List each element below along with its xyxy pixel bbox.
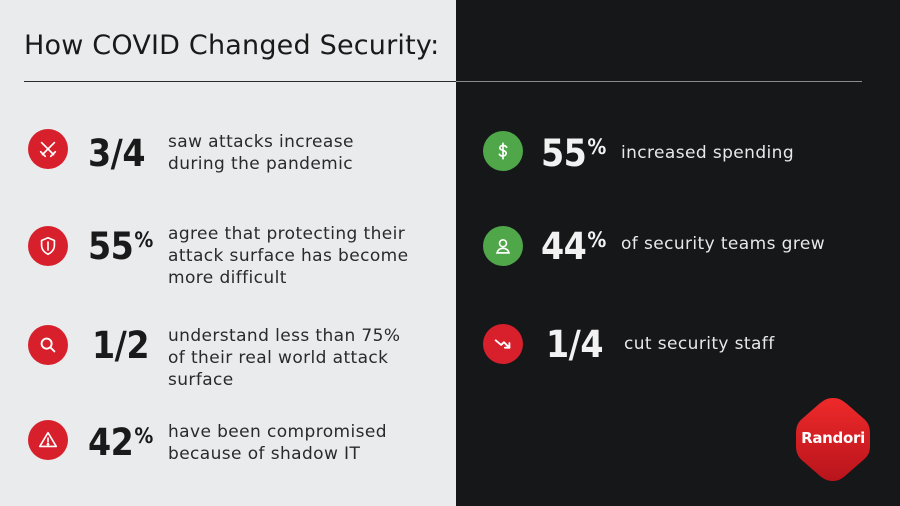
stat-value: 3/4 xyxy=(88,132,145,175)
stat-value: 44% xyxy=(541,225,606,268)
stat-description: agree that protecting their attack surfac… xyxy=(168,224,409,288)
stat-description: saw attacks increase during the pandemic xyxy=(168,132,354,174)
trend-down-icon xyxy=(483,324,523,364)
stat-description: increased spending xyxy=(621,143,795,163)
shield-icon xyxy=(28,226,68,266)
title-divider-right xyxy=(456,81,862,82)
left-panel xyxy=(0,0,456,506)
stat-value: 55% xyxy=(541,132,606,175)
page-title: How COVID Changed Security: xyxy=(24,30,440,61)
title-divider xyxy=(24,81,456,82)
stat-description: have been compromised because of shadow I… xyxy=(168,422,387,464)
logo-text: Randori xyxy=(801,429,865,447)
warning-icon xyxy=(28,420,68,460)
stat-value: 55% xyxy=(88,225,153,268)
stat-description: of security teams grew xyxy=(621,234,826,254)
crossed-swords-icon xyxy=(28,129,68,169)
stat-description: cut security staff xyxy=(624,334,775,354)
magnifier-icon xyxy=(28,325,68,365)
dollar-icon xyxy=(483,131,523,171)
randori-logo xyxy=(796,398,870,481)
stat-description: understand less than 75% of their real wo… xyxy=(168,326,401,390)
stat-value: 1/2 xyxy=(92,324,149,367)
person-icon xyxy=(483,226,523,266)
stat-value: 42% xyxy=(88,421,153,464)
stat-value: 1/4 xyxy=(546,323,603,366)
